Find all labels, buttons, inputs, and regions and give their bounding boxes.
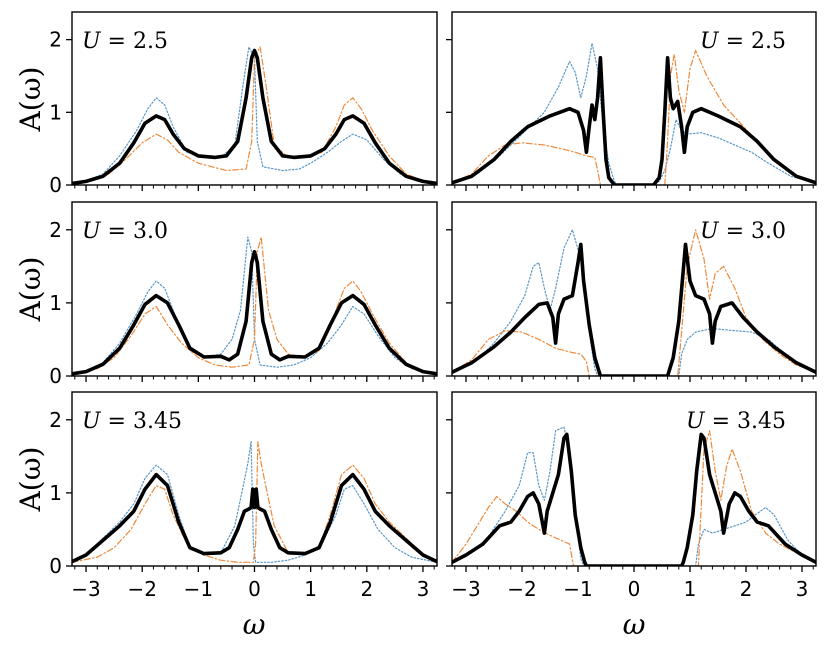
y-tick-label-r2c1: 1	[49, 291, 62, 315]
y-axis-title-row-3: A(ω)	[14, 447, 47, 513]
series-line-solid-black-r1c2	[452, 55, 816, 185]
series-line-solid-black-r2c2	[452, 242, 816, 376]
y-axis-title-row-1: A(ω)	[14, 67, 47, 133]
series-line-dashdot-orange-r2c2	[452, 229, 816, 376]
series-group-r1c2	[452, 42, 816, 185]
series-line-dashdot-orange-r3c2	[452, 430, 816, 566]
panel-label-r2c2: U = 3.0	[700, 219, 786, 244]
y-tick-label-r3c1: 0	[49, 554, 62, 578]
x-axis-title-left: ω	[243, 608, 266, 641]
panel-r3c2: −3 −2 −1 0 1 2 3 U = 3.45	[446, 391, 817, 601]
series-line-dashdot-orange-r2c1	[72, 236, 437, 375]
panel-label-r1c1: U = 2.5	[82, 29, 168, 54]
x-axis-title-right: ω	[623, 608, 646, 641]
x-tick-label-r3c2: 2	[740, 577, 753, 601]
series-line-dashdot-orange-r1c2	[452, 49, 816, 185]
y-axis-title-row-2: A(ω)	[14, 257, 47, 323]
y-tick-label-r3c1: 1	[49, 481, 62, 505]
series-line-solid-black-r1c1	[72, 48, 437, 185]
panel-label-r3c2: U = 3.45	[686, 409, 786, 434]
series-line-solid-black-r3c1	[72, 472, 437, 564]
panel-r2c2: U = 3.0	[446, 201, 817, 382]
series-line-solid-black-r2c1	[72, 249, 437, 376]
series-line-solid-black-r3c2	[452, 432, 816, 566]
series-group-r2c1	[72, 236, 437, 376]
x-tick-label-r3c2: −1	[563, 577, 592, 601]
panel-r3c1: −3 −2 −1 0 1 2 3 0 1 2 U = 3.45	[49, 391, 438, 601]
y-tick-label-r1c1: 0	[49, 173, 62, 197]
x-tick-label-r3c1: −1	[184, 577, 213, 601]
series-line-dotted-blue-r2c2	[452, 229, 816, 376]
panels-layer: 0 1 2 U = 2.5 U = 2.5 0 1 2 U = 3.0 U = 3.0 −3 −2 −1…	[49, 11, 817, 601]
x-tick-label-r3c2: −3	[451, 577, 480, 601]
series-line-dotted-blue-r2c1	[72, 236, 437, 375]
series-line-dotted-blue-r3c2	[452, 426, 816, 566]
y-tick-label-r3c1: 2	[49, 408, 62, 432]
series-line-dotted-blue-r1c2	[452, 42, 816, 185]
series-line-dashdot-orange-r3c1	[72, 441, 437, 563]
panel-label-r2c1: U = 3.0	[82, 219, 168, 244]
x-tick-label-r3c1: −3	[71, 577, 100, 601]
x-tick-label-r3c1: 3	[417, 577, 430, 601]
panel-label-r3c1: U = 3.45	[82, 409, 182, 434]
y-tick-label-r1c1: 2	[49, 28, 62, 52]
x-tick-label-r3c1: 0	[248, 577, 261, 601]
x-tick-label-r3c1: 2	[360, 577, 373, 601]
x-tick-label-r3c2: 1	[684, 577, 697, 601]
y-tick-label-r1c1: 1	[49, 100, 62, 124]
panel-r1c1: 0 1 2 U = 2.5	[49, 11, 438, 197]
x-tick-label-r3c2: 3	[796, 577, 809, 601]
panel-r1c2: U = 2.5	[446, 11, 817, 191]
series-group-r1c1	[72, 46, 437, 185]
x-tick-label-r3c1: 1	[304, 577, 317, 601]
x-tick-label-r3c2: 0	[628, 577, 641, 601]
series-group-r3c1	[72, 441, 437, 564]
y-tick-label-r2c1: 2	[49, 218, 62, 242]
y-tick-label-r2c1: 0	[49, 364, 62, 388]
series-line-dashdot-orange-r1c1	[72, 46, 437, 185]
x-tick-label-r3c1: −2	[127, 577, 156, 601]
series-line-dotted-blue-r3c1	[72, 441, 437, 563]
panel-r2c1: 0 1 2 U = 3.0	[49, 201, 438, 388]
series-group-r2c2	[452, 229, 816, 376]
x-tick-label-r3c2: −2	[507, 577, 536, 601]
series-group-r3c2	[452, 426, 816, 566]
panel-label-r1c2: U = 2.5	[700, 29, 786, 54]
